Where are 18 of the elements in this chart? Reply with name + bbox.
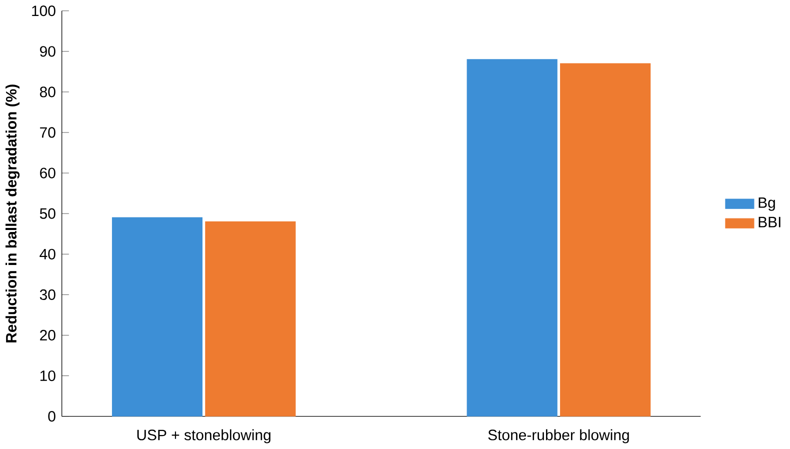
x-tick-label: Stone-rubber blowing xyxy=(488,429,629,444)
y-tick-label: 40 xyxy=(40,248,56,260)
bar xyxy=(112,217,202,416)
legend-label: BBI xyxy=(758,217,780,228)
y-tick-label: 0 xyxy=(48,411,56,422)
y-tick-label: 50 xyxy=(40,208,56,219)
y-tick-label: 80 xyxy=(40,86,56,98)
y-tick-label: 30 xyxy=(40,289,56,300)
legend-label: Bg xyxy=(758,198,775,211)
y-tick-label: 70 xyxy=(40,127,56,138)
y-tick-label: 100 xyxy=(32,6,56,16)
x-tick-label: USP + stoneblowing xyxy=(137,429,270,444)
y-tick-label: 10 xyxy=(40,370,56,382)
y-tick-label: 90 xyxy=(40,46,56,57)
bar xyxy=(466,59,558,416)
y-axis-title: Reduction in ballast degradation (%) xyxy=(6,84,20,342)
y-tick-label: 20 xyxy=(40,330,56,341)
y-tick-label: 60 xyxy=(40,168,56,178)
